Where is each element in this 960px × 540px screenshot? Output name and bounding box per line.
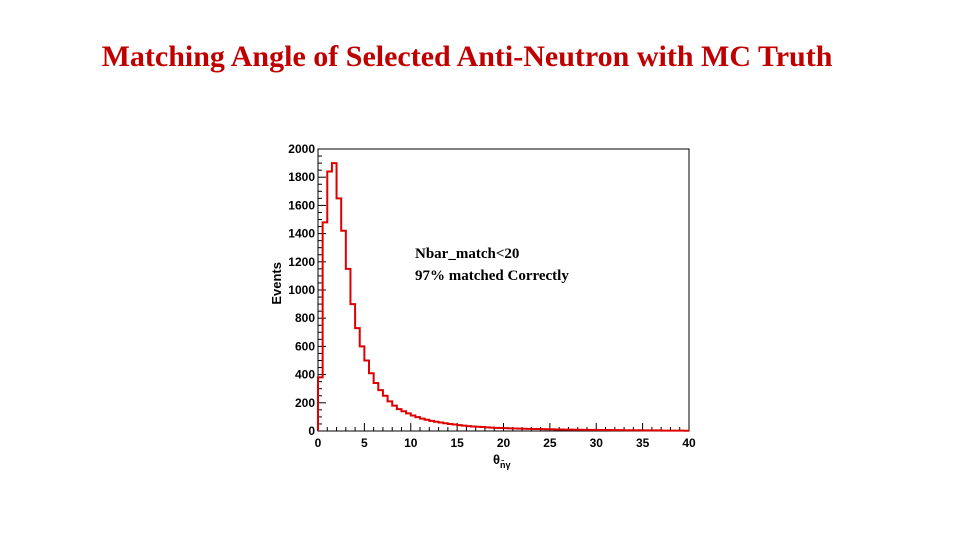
x-axis-title-subscript: n̄γ (500, 460, 511, 470)
y-tick-label: 1800 (288, 170, 315, 184)
y-tick-label: 400 (295, 368, 315, 382)
slide-title: Matching Angle of Selected Anti-Neutron … (101, 40, 833, 73)
y-tick-label: 0 (308, 424, 315, 438)
annotation-selection-cut: Nbar_match<20 (415, 246, 519, 262)
x-axis-title: θn̄γ (493, 452, 511, 470)
y-tick-label: 1000 (288, 283, 315, 297)
y-axis-title: Events (269, 262, 284, 305)
y-tick-label: 2000 (288, 142, 315, 156)
y-tick-label: 800 (295, 311, 315, 325)
y-tick-label: 200 (295, 396, 315, 410)
x-tick-label: 0 (315, 436, 322, 450)
x-tick-label: 20 (497, 436, 511, 450)
x-tick-label: 25 (543, 436, 557, 450)
y-tick-label: 600 (295, 339, 315, 353)
x-tick-label: 30 (590, 436, 604, 450)
y-tick-label: 1200 (288, 255, 315, 269)
x-axis-title-main: θ (493, 452, 500, 467)
x-tick-label: 40 (682, 436, 696, 450)
x-tick-label: 35 (636, 436, 650, 450)
x-tick-label: 10 (404, 436, 418, 450)
histogram-series-line (317, 162, 689, 432)
y-tick-label: 1600 (288, 198, 315, 212)
plot-frame (317, 148, 690, 432)
y-tick-label: 1400 (288, 227, 315, 241)
annotation-match-efficiency: 97% matched Correctly (415, 268, 569, 284)
x-tick-label: 5 (361, 436, 368, 450)
x-tick-label: 15 (450, 436, 464, 450)
